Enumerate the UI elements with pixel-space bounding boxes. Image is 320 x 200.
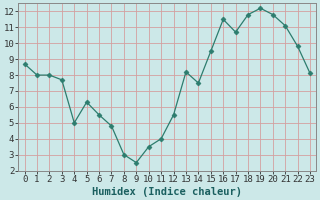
X-axis label: Humidex (Indice chaleur): Humidex (Indice chaleur) bbox=[92, 186, 242, 197]
